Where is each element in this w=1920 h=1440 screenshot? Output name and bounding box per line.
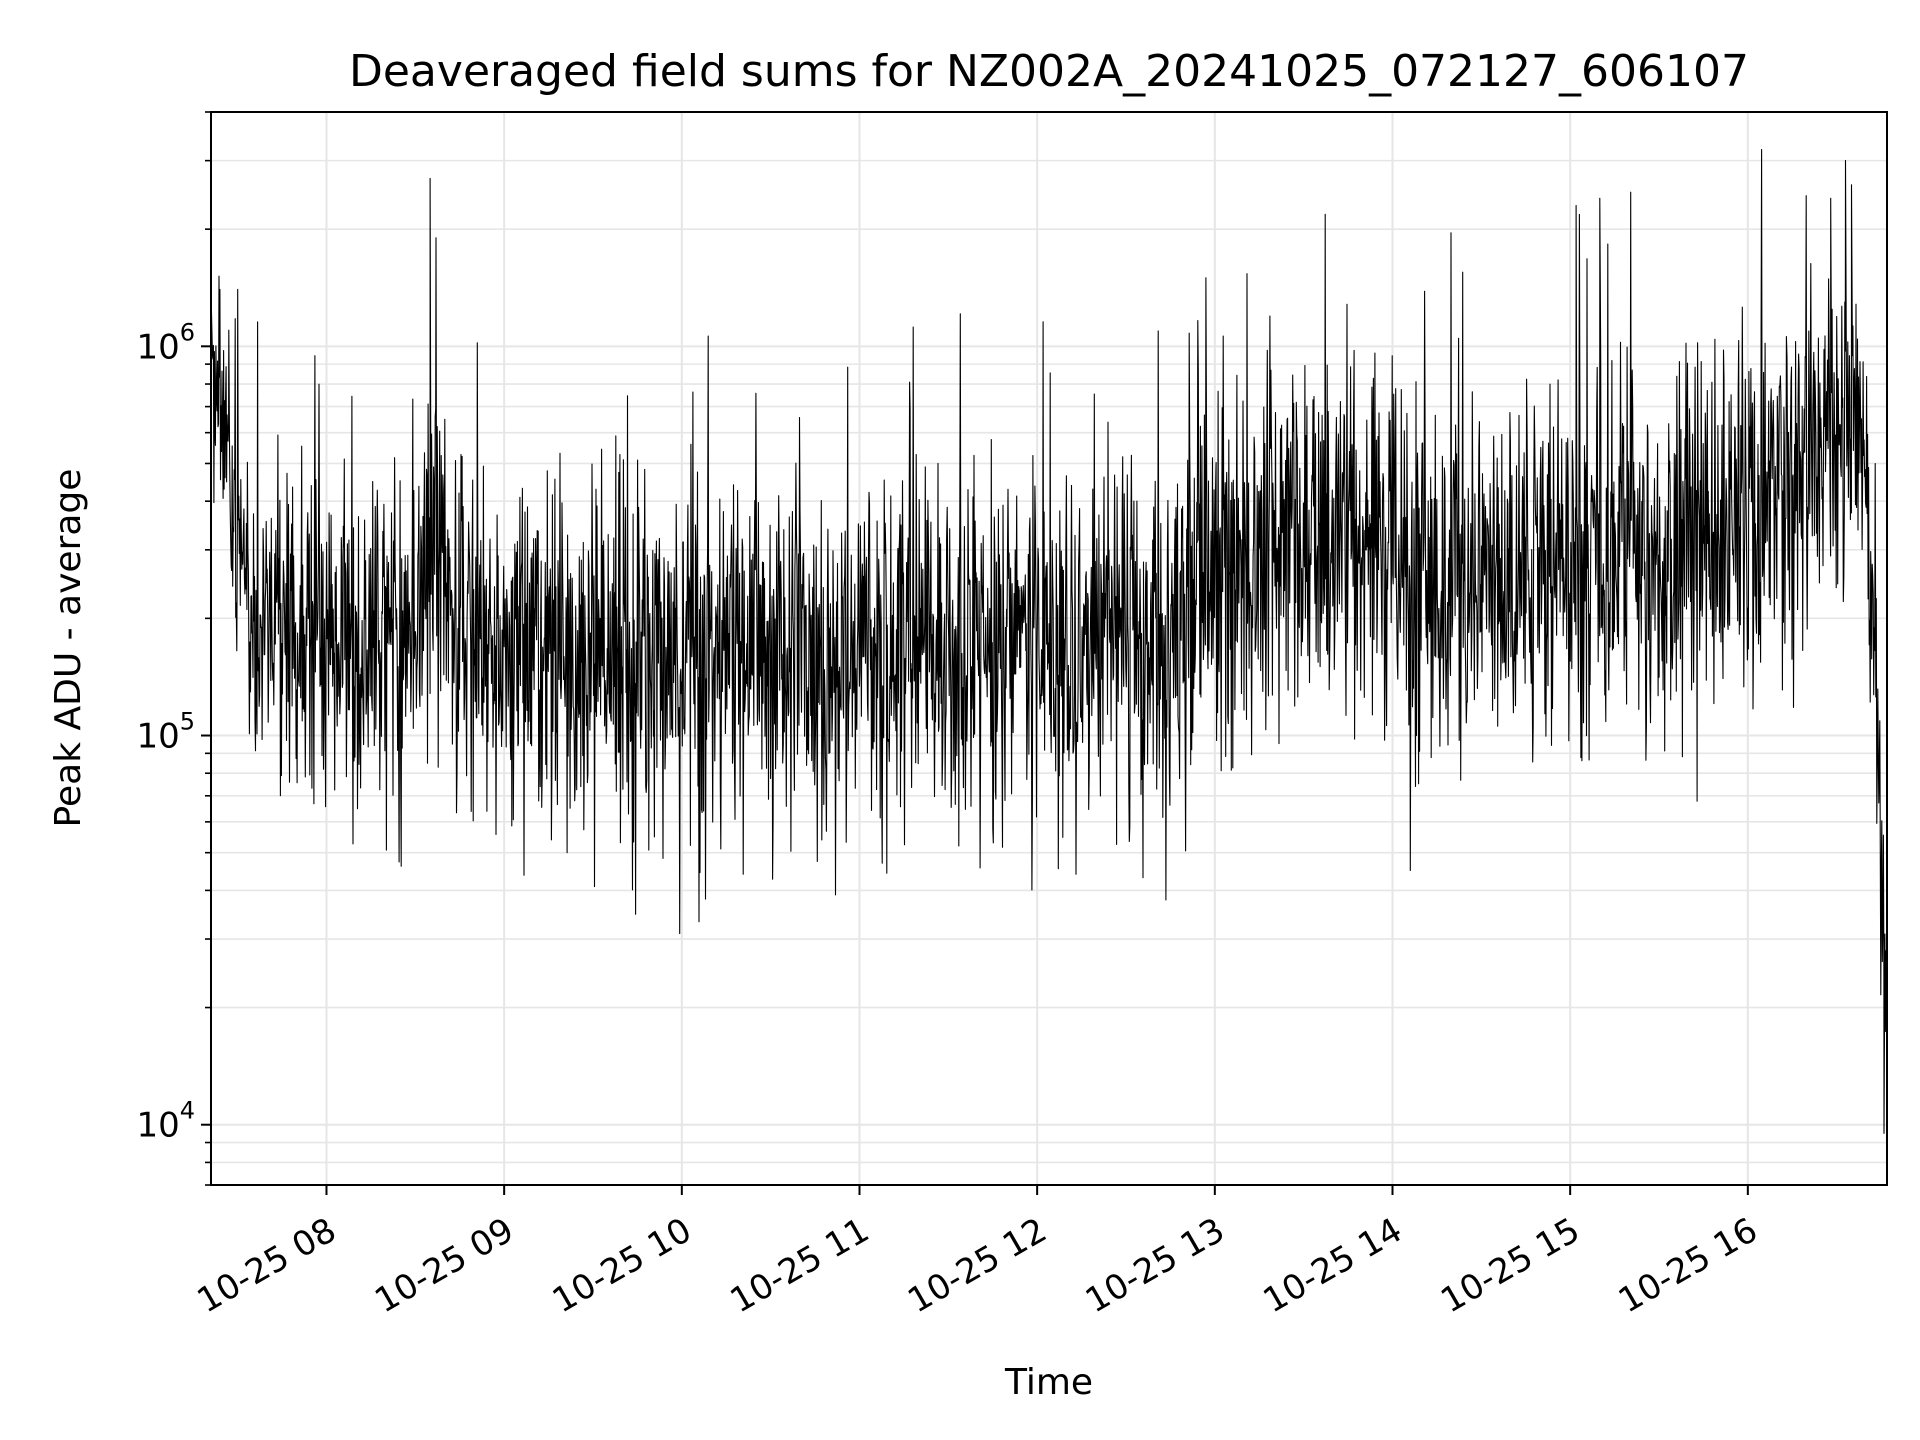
x-tick-label: 10-25 10 — [546, 1210, 698, 1321]
y-axis-label: Peak ADU - average — [48, 469, 89, 828]
x-tick-label: 10-25 11 — [724, 1210, 876, 1321]
x-tick-label: 10-25 13 — [1079, 1210, 1231, 1321]
x-tick-label: 10-25 14 — [1257, 1210, 1409, 1321]
x-axis-label: Time — [1004, 1362, 1093, 1403]
y-tick-label: 104 — [136, 1097, 195, 1146]
series-path — [210, 148, 1887, 1134]
x-tick-label: 10-25 15 — [1434, 1210, 1586, 1321]
series-line — [210, 148, 1887, 1134]
plot-frame — [210, 111, 1888, 1186]
x-tick-label: 10-25 12 — [901, 1210, 1053, 1321]
x-tick-label: 10-25 09 — [368, 1210, 520, 1321]
x-tick-label: 10-25 16 — [1612, 1210, 1764, 1321]
chart-title: Deaveraged field sums for NZ002A_2024102… — [349, 46, 1749, 97]
x-tick-label: 10-25 08 — [191, 1210, 343, 1321]
y-tick-label: 105 — [136, 708, 195, 757]
y-tick-label: 106 — [136, 318, 195, 367]
x-axis: 10-25 08 10-25 09 10-25 10 10-25 11 10-25 12… — [191, 1185, 1764, 1321]
y-axis: 104 105 106 — [136, 111, 211, 1186]
